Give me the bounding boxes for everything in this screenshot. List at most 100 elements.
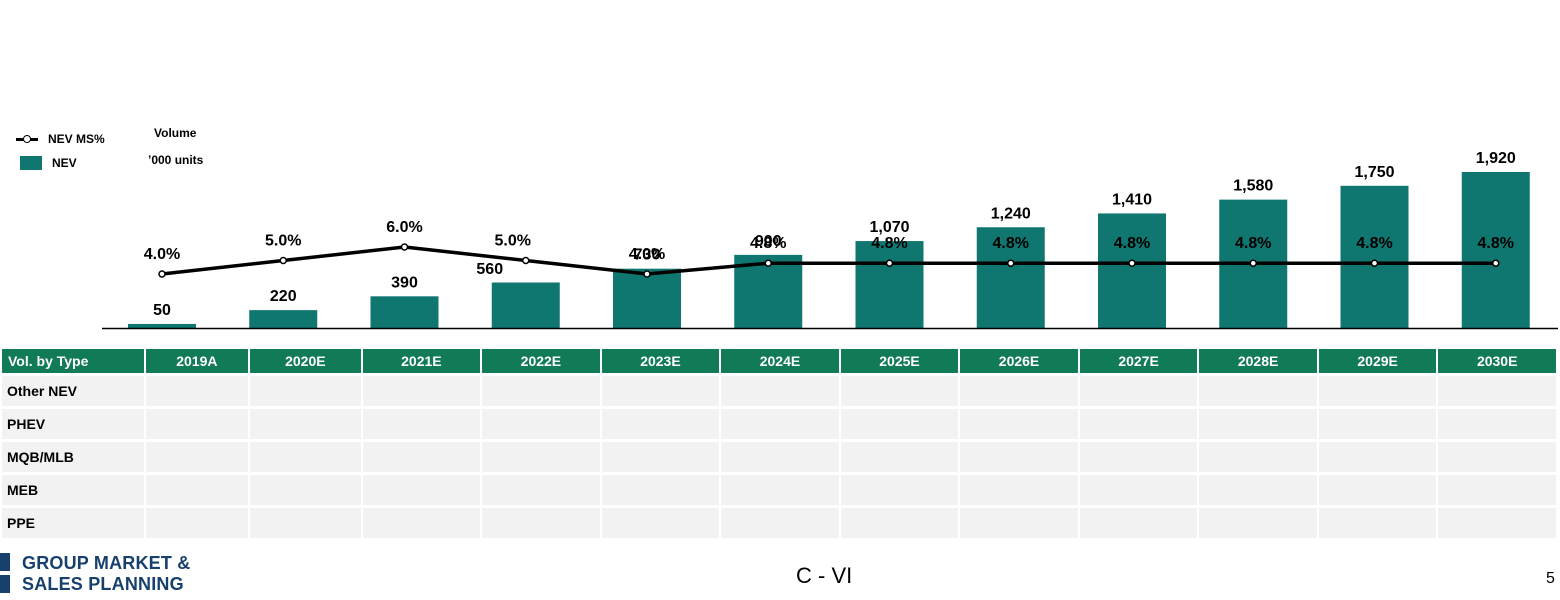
- table-cell: [1318, 409, 1437, 439]
- ms-label-2030E: 4.8%: [1478, 235, 1514, 252]
- table-cell: [1199, 442, 1317, 472]
- table-header-2027E: 2027E: [1079, 349, 1198, 373]
- bar-label-2019A: 50: [153, 302, 171, 319]
- bar-label-2022E: 560: [476, 261, 503, 278]
- table-header-2019A: 2019A: [145, 349, 249, 373]
- ms-label-2029E: 4.8%: [1356, 235, 1392, 252]
- bar-label-2021E: 390: [391, 274, 418, 291]
- legend-label-nev: NEV: [52, 156, 77, 170]
- table-cell: [482, 376, 600, 406]
- legend-item-bar: NEV: [16, 151, 105, 175]
- ms-line: [161, 245, 1496, 276]
- bar-2022E: [491, 282, 560, 328]
- table-cell: [482, 442, 600, 472]
- bars-layer: [128, 172, 1530, 328]
- ms-point-2029E: [1370, 259, 1379, 267]
- bar-2024E: [734, 254, 803, 328]
- table-cell: [145, 409, 249, 439]
- bar-2019A: [128, 323, 196, 328]
- table-cell: [145, 442, 249, 472]
- table-row: PHEV: [2, 409, 1556, 439]
- table-cell: [362, 442, 481, 472]
- ms-label-2028E: 4.8%: [1235, 235, 1271, 252]
- table-cell: [960, 442, 1078, 472]
- bar-swatch-icon: [20, 156, 42, 170]
- ms-point-2027E: [1128, 259, 1136, 267]
- y-axis-unit: ’000 units: [148, 153, 204, 167]
- table-cell: [601, 475, 720, 505]
- table-cell: [721, 442, 839, 472]
- table-cell: [250, 475, 361, 505]
- row-label: MEB: [2, 475, 144, 505]
- table-cell: [362, 475, 481, 505]
- company-logo: GROUP MARKET & SALES PLANNING: [0, 553, 190, 597]
- table-header-2020E: 2020E: [250, 349, 361, 373]
- table-cell: [1079, 376, 1198, 406]
- table-cell: [1318, 508, 1437, 538]
- ms-point-2028E: [1249, 259, 1257, 267]
- volume-table: Vol. by Type 2019A 2020E 2021E 2022E 2023E 20…: [0, 346, 1558, 541]
- legend-item-line: NEV MS%: [16, 127, 105, 151]
- table-cell: [362, 508, 481, 538]
- y-axis-label: Volume: [154, 126, 197, 140]
- table-cell: [721, 409, 839, 439]
- ms-label-2024E: 4.8%: [750, 235, 786, 252]
- table-header-type: Vol. by Type: [2, 349, 144, 373]
- ms-point-2024E: [764, 259, 772, 267]
- ms-point-2019A: [158, 270, 166, 278]
- bar-2021E: [370, 296, 439, 328]
- ms-label-2019A: 4.0%: [144, 246, 180, 263]
- ms-label-2020E: 5.0%: [265, 233, 301, 250]
- table-cell: [1079, 442, 1198, 472]
- table-row: MEB: [2, 475, 1556, 505]
- table-header-2022E: 2022E: [482, 349, 600, 373]
- ms-label-2026E: 4.8%: [993, 235, 1029, 252]
- table-cell: [482, 508, 600, 538]
- axis-units: Volume ’000 units: [148, 120, 203, 174]
- bar-label-2024E: 900: [755, 233, 782, 250]
- ms-label-2022E: 5.0%: [495, 233, 531, 250]
- table-cell: [960, 376, 1078, 406]
- bar-2023E: [613, 268, 681, 328]
- table-cell: [250, 376, 361, 406]
- table-cell: [1199, 409, 1317, 439]
- table-row: MQB/MLB: [2, 442, 1556, 472]
- logo-mark-icon: [0, 553, 10, 597]
- bar-label-2023E: 730: [634, 247, 661, 264]
- bar-2020E: [249, 310, 318, 328]
- table-header-2030E: 2030E: [1438, 349, 1556, 373]
- logo-line-1: GROUP MARKET &: [22, 553, 191, 573]
- table-cell: [1438, 508, 1556, 538]
- ms-point-2025E: [885, 259, 894, 267]
- table-header-row: Vol. by Type 2019A 2020E 2021E 2022E 2023E 20…: [2, 349, 1556, 373]
- row-label: MQB/MLB: [2, 442, 144, 472]
- table-cell: [1438, 409, 1556, 439]
- table-header-2024E: 2024E: [721, 349, 839, 373]
- bar-label-2020E: 220: [270, 288, 297, 305]
- table-header-2029E: 2029E: [1318, 349, 1437, 373]
- ms-label-2025E: 4.8%: [871, 235, 907, 252]
- legend-label-ms: NEV MS%: [48, 132, 105, 146]
- table-cell: [721, 475, 839, 505]
- table-row: PPE: [2, 508, 1556, 538]
- table-cell: [840, 442, 959, 472]
- table-cell: [1079, 508, 1198, 538]
- table-cell: [601, 409, 720, 439]
- ms-point-2023E: [643, 270, 651, 278]
- table-cell: [250, 409, 361, 439]
- table-cell: [1438, 442, 1556, 472]
- table-cell: [840, 376, 959, 406]
- ms-point-2021E: [400, 243, 409, 251]
- table-header-2026E: 2026E: [960, 349, 1078, 373]
- bar-2030E: [1461, 172, 1530, 328]
- table-header-2028E: 2028E: [1199, 349, 1317, 373]
- table-cell: [1438, 376, 1556, 406]
- legend: NEV MS% NEV: [16, 127, 105, 175]
- table-cell: [840, 475, 959, 505]
- chart: 504.0%2205.0%3906.0%5605.0%7304.0%9004.8…: [102, 150, 1558, 330]
- ms-label-2021E: 6.0%: [386, 219, 422, 236]
- table-cell: [362, 376, 481, 406]
- table-cell: [601, 508, 720, 538]
- bar-label-2025E: 1,070: [869, 219, 909, 236]
- table-header-2023E: 2023E: [601, 349, 720, 373]
